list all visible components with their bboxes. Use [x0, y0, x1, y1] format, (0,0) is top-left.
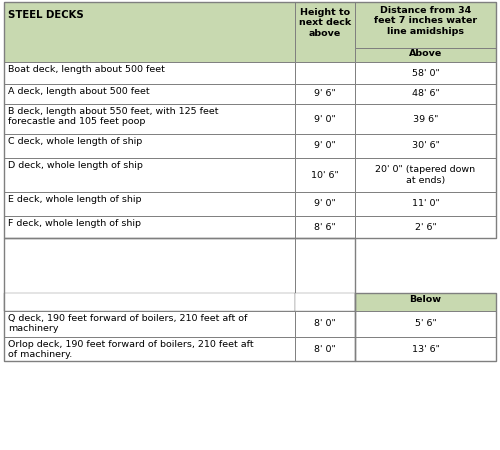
Text: C deck, whole length of ship: C deck, whole length of ship: [8, 137, 142, 146]
Bar: [295, 134, 355, 158]
Text: 39 6": 39 6": [413, 114, 438, 123]
Text: 58' 0": 58' 0": [412, 68, 440, 77]
Text: 48' 6": 48' 6": [412, 90, 440, 99]
Bar: [4, 216, 295, 238]
Text: 9' 0": 9' 0": [314, 141, 336, 150]
Bar: [4, 311, 295, 337]
Text: E deck, whole length of ship: E deck, whole length of ship: [8, 195, 141, 204]
Bar: [295, 192, 355, 216]
Text: Distance from 34
feet 7 inches water
line amidships: Distance from 34 feet 7 inches water lin…: [374, 6, 477, 36]
Bar: [355, 216, 496, 238]
Bar: [355, 238, 496, 293]
Text: 20' 0" (tapered down
at ends): 20' 0" (tapered down at ends): [376, 165, 476, 184]
Text: Boat deck, length about 500 feet: Boat deck, length about 500 feet: [8, 65, 165, 74]
Bar: [4, 238, 355, 361]
Text: 8' 0": 8' 0": [314, 345, 336, 354]
Bar: [355, 293, 496, 361]
Bar: [4, 2, 496, 238]
Bar: [4, 104, 295, 134]
Bar: [295, 311, 355, 337]
Text: Below: Below: [410, 295, 442, 304]
Text: 30' 6": 30' 6": [412, 141, 440, 150]
Text: 8' 6": 8' 6": [314, 222, 336, 231]
Bar: [355, 84, 496, 104]
Bar: [4, 337, 295, 361]
Bar: [295, 158, 355, 192]
Text: B deck, length about 550 feet, with 125 feet
forecastle and 105 feet poop: B deck, length about 550 feet, with 125 …: [8, 107, 218, 126]
Bar: [295, 238, 355, 293]
Bar: [355, 134, 496, 158]
Bar: [355, 337, 496, 361]
Bar: [4, 84, 295, 104]
Text: Q deck, 190 feet forward of boilers, 210 feet aft of
machinery: Q deck, 190 feet forward of boilers, 210…: [8, 314, 248, 333]
Bar: [355, 48, 496, 62]
Text: 9' 6": 9' 6": [314, 90, 336, 99]
Text: 9' 0": 9' 0": [314, 199, 336, 208]
Text: Height to
next deck
above: Height to next deck above: [299, 8, 351, 38]
Bar: [4, 293, 295, 311]
Bar: [355, 62, 496, 84]
Text: F deck, whole length of ship: F deck, whole length of ship: [8, 219, 141, 228]
Bar: [295, 84, 355, 104]
Bar: [4, 134, 295, 158]
Text: 13' 6": 13' 6": [412, 345, 440, 354]
Bar: [4, 158, 295, 192]
Text: D deck, whole length of ship: D deck, whole length of ship: [8, 161, 143, 170]
Bar: [295, 337, 355, 361]
Bar: [355, 192, 496, 216]
Bar: [295, 2, 355, 62]
Bar: [355, 104, 496, 134]
Text: 11' 0": 11' 0": [412, 199, 440, 208]
Text: A deck, length about 500 feet: A deck, length about 500 feet: [8, 87, 150, 96]
Bar: [355, 293, 496, 311]
Bar: [355, 311, 496, 337]
Text: 8' 0": 8' 0": [314, 320, 336, 328]
Text: 5' 6": 5' 6": [414, 320, 436, 328]
Bar: [4, 2, 295, 62]
Bar: [295, 293, 355, 311]
Text: Above: Above: [409, 49, 442, 58]
Text: Orlop deck, 190 feet forward of boilers, 210 feet aft
of machinery.: Orlop deck, 190 feet forward of boilers,…: [8, 340, 254, 360]
Text: 10' 6": 10' 6": [311, 171, 339, 180]
Bar: [295, 62, 355, 84]
Text: 9' 0": 9' 0": [314, 114, 336, 123]
Bar: [4, 238, 295, 293]
Text: STEEL DECKS: STEEL DECKS: [8, 10, 84, 20]
Bar: [4, 62, 295, 84]
Bar: [4, 192, 295, 216]
Bar: [355, 158, 496, 192]
Text: 2' 6": 2' 6": [414, 222, 436, 231]
Bar: [295, 216, 355, 238]
Bar: [355, 2, 496, 48]
Bar: [295, 104, 355, 134]
